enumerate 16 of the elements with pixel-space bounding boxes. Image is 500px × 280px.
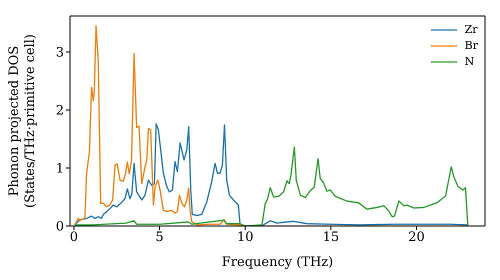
x-tick-label: 20: [408, 230, 425, 246]
y-tick-label: 0: [56, 220, 64, 235]
legend-label: Br: [464, 38, 478, 54]
x-tick-label: 15: [322, 230, 340, 246]
x-tick-label: 5: [155, 230, 164, 246]
legend-label: N: [464, 54, 474, 70]
y-tick-label: 3: [56, 46, 64, 61]
x-axis-title: Frequency (THz): [222, 255, 334, 270]
y-tick-label: 1: [56, 162, 64, 177]
line-series: [74, 146, 469, 226]
legend-label: Zr: [464, 22, 478, 38]
y-axis-title: Phonon projected DOS (States/THz·primitive cell): [7, 34, 38, 208]
x-tick-label: 0: [70, 230, 78, 246]
x-tick-label: 10: [236, 230, 254, 246]
line-series: [74, 123, 469, 226]
y-tick-label: 2: [56, 104, 64, 119]
